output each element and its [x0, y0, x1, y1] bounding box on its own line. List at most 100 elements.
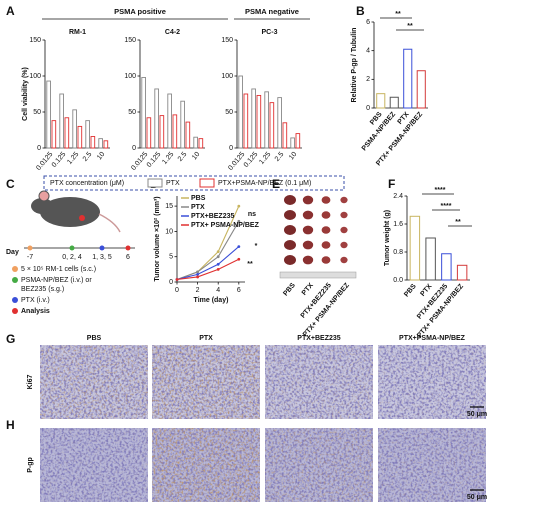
panel-label: F	[388, 177, 395, 191]
annotation: **	[455, 219, 461, 226]
point	[237, 257, 241, 261]
panel-a-header: PSMA positive PSMA negative PTX concentr…	[42, 7, 345, 191]
stain	[152, 428, 260, 502]
tumor-photo	[321, 226, 331, 234]
day-tick: 6	[126, 254, 130, 261]
x-tick-label: 2	[196, 287, 200, 294]
bar	[282, 122, 288, 149]
mouse-head	[31, 198, 53, 214]
histology: PBS PTX PTX+BEZ235 PTX+PSMA-NP/BEZ Ki67 50 μm…	[27, 335, 487, 502]
chart-title: RM-1	[69, 29, 86, 36]
annotation: ns	[248, 211, 256, 218]
tumor-photo	[340, 226, 348, 234]
bar	[416, 70, 426, 109]
panel-label: A	[6, 4, 15, 18]
bar	[146, 117, 152, 149]
x-tick-label: 1.25	[258, 151, 272, 166]
tumor-photo	[302, 195, 314, 205]
line	[176, 221, 240, 280]
x-tick-label: 10	[288, 151, 298, 162]
day-label: Day	[6, 249, 19, 256]
y-tick-label: 0.0	[393, 277, 403, 284]
x-tick-label: 0.125	[146, 151, 163, 169]
point	[237, 245, 241, 248]
annotation: **	[407, 23, 413, 30]
dot	[27, 245, 33, 251]
stain	[40, 345, 148, 419]
bar	[77, 125, 83, 149]
tumor-photo	[340, 196, 348, 204]
dot	[99, 245, 105, 251]
panel-label: G	[6, 332, 15, 346]
y-tick-label: 0	[229, 145, 233, 152]
y-tick-label: 150	[221, 37, 233, 44]
dot	[69, 245, 75, 251]
y-tick-label: 100	[221, 73, 233, 80]
row-title: P-gp	[27, 457, 34, 473]
bar	[59, 93, 64, 149]
x-tick-label: 0.0125	[227, 151, 246, 172]
legend-label: Analysis	[21, 308, 50, 315]
y-axis-label: Relative P-gp / Tubulin	[351, 28, 358, 103]
point	[237, 204, 241, 208]
day-tick: 0, 2, 4	[62, 254, 82, 261]
tumor-photo	[302, 225, 314, 235]
annotation: ****	[441, 203, 452, 210]
tumor-photo	[284, 225, 296, 235]
photo-label: PBS	[282, 282, 297, 298]
bar	[376, 93, 386, 109]
y-tick-label: 150	[124, 37, 136, 44]
y-tick-label: 50	[33, 109, 41, 116]
axes	[176, 196, 245, 283]
scale-label: 50 μm	[467, 494, 487, 501]
y-axis-label: Tumor volume ×10² (mm³)	[154, 196, 161, 281]
scale-label: 50 μm	[467, 411, 487, 418]
x-tick-label: 0.125	[51, 151, 68, 169]
y-tick-label: 100	[29, 73, 41, 80]
tumor-photo	[321, 196, 331, 204]
y-tick-label: 0	[366, 105, 370, 112]
x-tick-label: 0.125	[243, 151, 260, 169]
bar	[238, 75, 243, 149]
panel-label: E	[272, 177, 280, 191]
y-tick-label: 15	[165, 203, 173, 210]
panel-label: C	[6, 177, 15, 191]
y-tick-label: 0.8	[393, 249, 403, 256]
legend-title: PTX concentration (μM)	[50, 180, 124, 187]
x-tick-label: 2.5	[274, 151, 286, 163]
y-tick-label: 10	[165, 228, 173, 235]
x-tick-label: 0.0125	[130, 151, 149, 172]
tumor-photo	[302, 255, 314, 265]
bar	[98, 138, 103, 149]
stain	[378, 345, 486, 419]
tumor-photo	[340, 241, 348, 249]
point	[216, 255, 220, 259]
photo-label: PTX	[301, 282, 315, 297]
y-tick-label: 100	[124, 73, 136, 80]
bar	[180, 100, 185, 149]
annotation: **	[247, 261, 253, 268]
legend-label: PTX	[166, 180, 180, 187]
y-tick-label: 4	[366, 48, 370, 55]
x-tick-label: 10	[96, 151, 106, 162]
legend-label: PTX+ PSMA-NP/BEZ	[191, 222, 260, 229]
bar	[389, 96, 399, 109]
column-title: PTX+BEZ235	[297, 335, 340, 342]
x-tick-label: PBS	[403, 283, 418, 299]
panel-label: B	[356, 4, 365, 18]
point	[196, 275, 200, 279]
bar	[456, 264, 468, 281]
x-tick-label: PTX	[419, 283, 433, 298]
bar	[198, 138, 204, 149]
y-tick-label: 0	[169, 279, 173, 286]
point	[196, 270, 200, 274]
mouse-body	[40, 197, 100, 227]
point	[216, 262, 220, 266]
column-title: PTX+PSMA-NP/BEZ	[399, 335, 466, 342]
y-tick-label: 150	[29, 37, 41, 44]
line	[176, 246, 240, 281]
chart-title: PC-3	[262, 29, 278, 36]
bar	[277, 97, 282, 149]
tumor-photo	[284, 255, 296, 265]
